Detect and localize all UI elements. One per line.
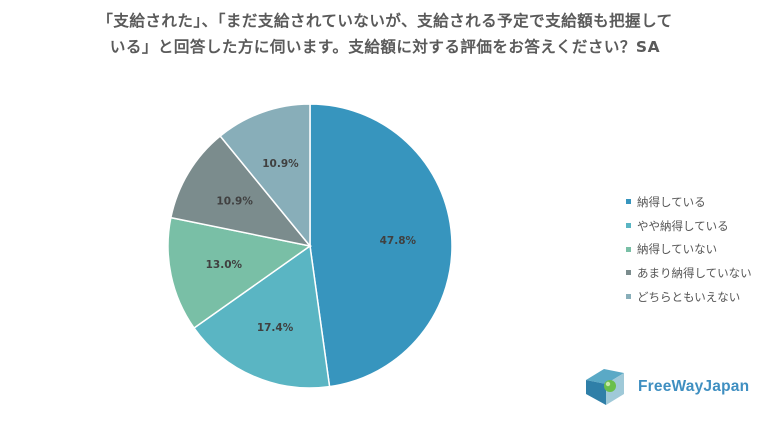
pie-data-label-4: 10.9% xyxy=(216,195,253,207)
legend-item-1: 納得している xyxy=(626,190,752,214)
legend-label-1: 納得している xyxy=(637,194,706,209)
legend-label-3: 納得していない xyxy=(637,242,718,257)
legend-label-2: やや納得している xyxy=(637,218,729,233)
pie-data-label-5: 10.9% xyxy=(262,158,299,170)
pie-slice-2 xyxy=(193,244,331,389)
legend-label-5: どちらともいえない xyxy=(637,289,741,304)
pie-data-label-1: 47.8% xyxy=(380,235,417,247)
legend-item-3: 納得していない xyxy=(626,237,752,261)
legend-item-5: どちらともいえない xyxy=(626,285,752,309)
legend-swatch-5 xyxy=(626,294,631,300)
legend-label-4: あまり納得していない xyxy=(637,265,752,280)
pie-slice-1 xyxy=(309,103,453,388)
chart-title-line-2: いる」と回答した方に伺います。支給額に対する評価をお答えください？SA xyxy=(109,38,661,56)
freewayjapan-logo-text: FreeWayJapan xyxy=(638,378,750,395)
legend-swatch-1 xyxy=(626,199,631,205)
freewayjapan-logo-mark-icon xyxy=(586,369,624,405)
chart-legend: 納得しているやや納得している 納得していないあまり納得していない どちらともいえない xyxy=(626,190,752,308)
freewayjapan-logo: FreeWayJapan xyxy=(584,366,749,408)
chart-title-line-1: 「支給された」、「まだ支給されていないが、支給される予定で支給額も把握して xyxy=(97,12,673,30)
legend-swatch-2 xyxy=(626,223,631,229)
legend-swatch-4 xyxy=(626,270,631,276)
pie-data-label-2: 17.4% xyxy=(257,322,294,334)
pie-slice-5 xyxy=(219,103,311,249)
chart-title: 「支給された」、「まだ支給されていないが、支給される予定で支給額も把握して いる… xyxy=(40,8,730,60)
pie-data-label-3: 13.0% xyxy=(206,259,243,271)
legend-item-4: あまり納得していない xyxy=(626,261,752,285)
pie-slice-3 xyxy=(167,216,312,330)
pie-slice-4 xyxy=(169,134,312,248)
legend-item-2: やや納得している xyxy=(626,214,752,238)
legend-swatch-3 xyxy=(626,246,631,252)
